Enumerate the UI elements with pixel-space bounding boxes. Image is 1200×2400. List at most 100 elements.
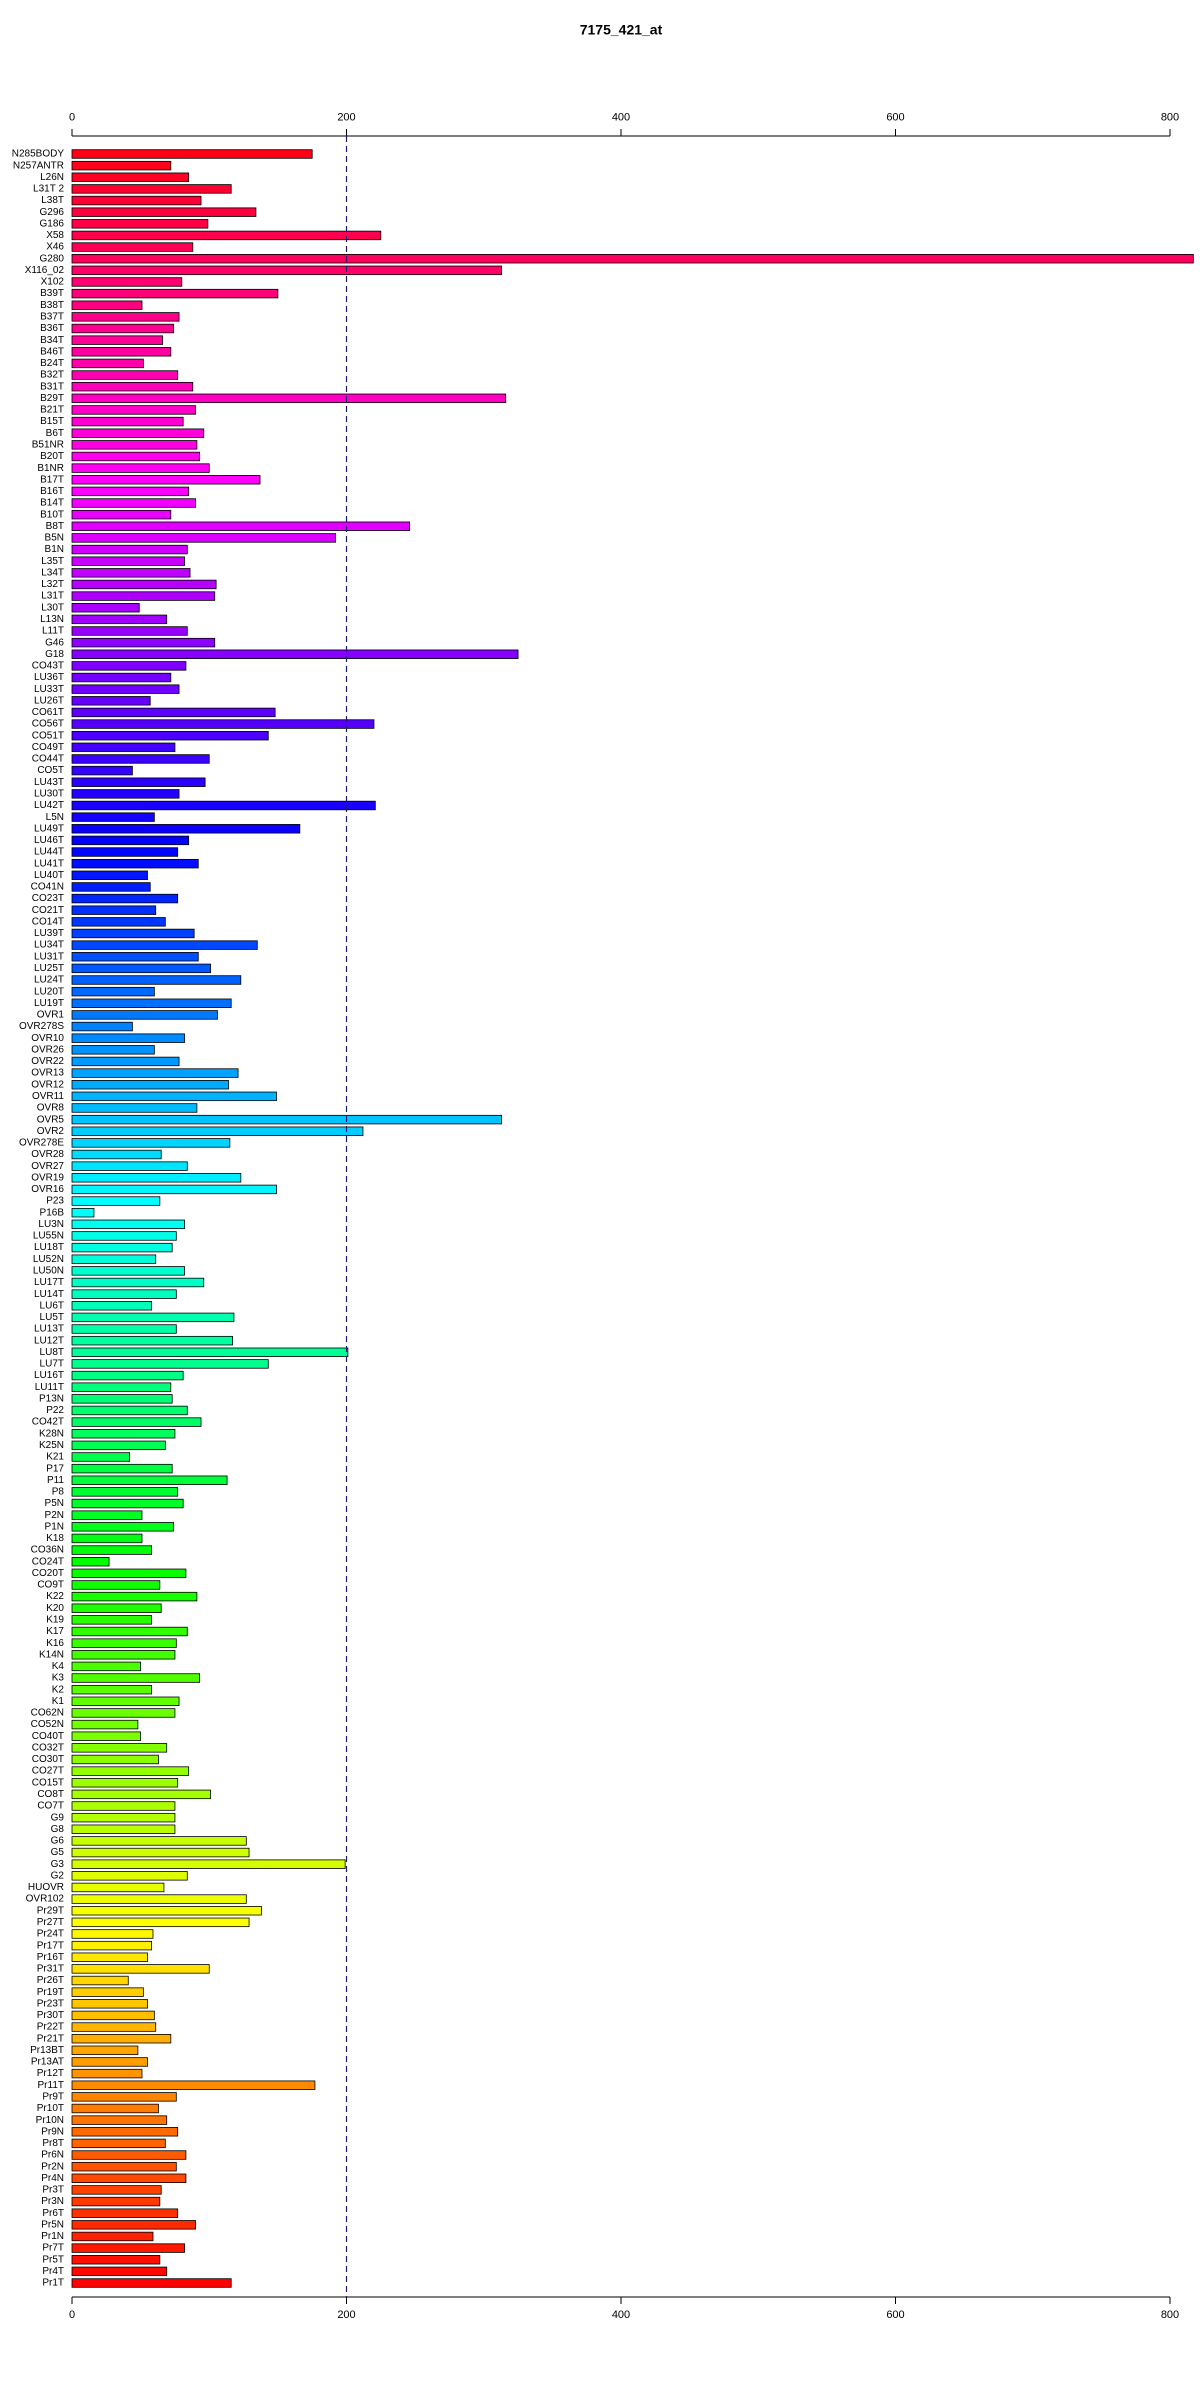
bar <box>71 1836 247 1846</box>
category-label: K3 <box>52 1673 65 1684</box>
x-tick-label: 0 <box>69 2309 75 2321</box>
bar <box>71 1184 277 1195</box>
category-label: P11 <box>47 1475 64 1486</box>
bar <box>71 1010 218 1020</box>
bar <box>71 1266 185 1276</box>
bar <box>71 917 166 927</box>
bar <box>71 626 188 636</box>
category-label: B34T <box>40 335 64 346</box>
x-tick-label: 400 <box>612 112 630 124</box>
bar <box>71 498 196 508</box>
bar <box>71 2138 166 2149</box>
category-label: B14T <box>40 498 64 509</box>
category-label: LU44T <box>34 847 64 858</box>
category-label: OVR13 <box>31 1068 64 1079</box>
bar <box>71 300 143 310</box>
bar <box>71 1440 166 1451</box>
x-tick-label: 800 <box>1161 2309 1179 2321</box>
bar <box>71 2080 316 2090</box>
category-label: K21 <box>46 1452 64 1463</box>
bar <box>71 428 205 438</box>
category-label: LU26T <box>34 695 64 706</box>
category-label: OVR2 <box>37 1126 65 1137</box>
bar <box>71 1161 188 1171</box>
category-label: Pr10N <box>36 2115 64 2126</box>
category-label: L31T <box>41 591 64 602</box>
category-label: K2 <box>52 1684 65 1695</box>
category-label: B38T <box>40 300 64 311</box>
category-label: L26N <box>40 172 64 183</box>
bar <box>71 195 202 206</box>
category-label: CO43T <box>32 661 64 672</box>
bar <box>71 1382 172 1392</box>
category-label: CO30T <box>32 1754 64 1765</box>
category-label: LU50N <box>33 1265 64 1276</box>
category-label: OVR16 <box>31 1184 64 1195</box>
bar <box>71 1522 174 1532</box>
category-label: Pr1N <box>41 2231 64 2242</box>
category-label: B16T <box>40 486 64 497</box>
bar <box>71 707 276 718</box>
bar <box>71 975 242 985</box>
bar <box>71 603 140 613</box>
bar <box>71 1731 142 1741</box>
category-label: OVR11 <box>32 1091 64 1102</box>
category-label: CO20T <box>32 1568 64 1579</box>
bar <box>71 1045 155 1055</box>
category-label: CO42T <box>32 1417 64 1428</box>
bar <box>71 1149 162 1160</box>
category-label: G280 <box>40 253 65 264</box>
bar <box>71 2092 177 2102</box>
category-label: G186 <box>40 218 65 229</box>
category-label: CO52N <box>31 1719 64 1730</box>
bar <box>71 242 194 252</box>
category-label: K20 <box>46 1603 64 1614</box>
category-label: LU18T <box>34 1242 64 1253</box>
category-label: B21T <box>40 405 64 416</box>
bar <box>71 1068 239 1078</box>
bar <box>71 1394 173 1404</box>
bar <box>71 1370 184 1381</box>
category-label: Pr11T <box>38 2080 65 2091</box>
bar <box>71 672 172 683</box>
category-label: L5N <box>46 812 64 823</box>
bar <box>71 277 183 287</box>
category-label: LU12T <box>34 1335 64 1346</box>
bar <box>71 1940 153 1951</box>
category-label: B24T <box>40 358 64 369</box>
category-label: LU46T <box>34 835 64 846</box>
category-label: L31T 2 <box>33 184 64 195</box>
bar <box>71 1743 168 1753</box>
bar <box>71 568 191 578</box>
category-label: CO21T <box>32 905 64 916</box>
category-label: CO15T <box>32 1777 64 1788</box>
category-label: LU40T <box>34 870 64 881</box>
category-label: Pr22T <box>37 2022 64 2033</box>
category-label: K17 <box>46 1626 64 1637</box>
bar <box>71 1871 188 1881</box>
category-label: Pr5T <box>42 2254 64 2265</box>
category-label: Pr9T <box>42 2091 64 2102</box>
bar <box>71 1335 233 1346</box>
category-label: LU7T <box>40 1359 64 1370</box>
bar <box>71 952 199 962</box>
category-label: B17T <box>40 474 64 485</box>
bar <box>71 2266 168 2277</box>
bar <box>71 1859 346 1869</box>
category-label: LU33T <box>34 684 64 695</box>
category-label: K18 <box>46 1533 64 1544</box>
category-label: LU16T <box>34 1370 64 1381</box>
category-label: L30T <box>41 602 64 613</box>
category-label: K25N <box>39 1440 64 1451</box>
bar <box>71 1242 173 1253</box>
category-label: K4 <box>52 1661 65 1672</box>
category-label: G18 <box>45 649 64 660</box>
bar <box>71 219 209 229</box>
bar <box>71 614 168 625</box>
category-label: B20T <box>40 451 64 462</box>
bar <box>71 2220 196 2230</box>
category-label: LU17T <box>34 1277 64 1288</box>
bar <box>71 544 188 555</box>
category-label: LU55N <box>33 1231 64 1242</box>
